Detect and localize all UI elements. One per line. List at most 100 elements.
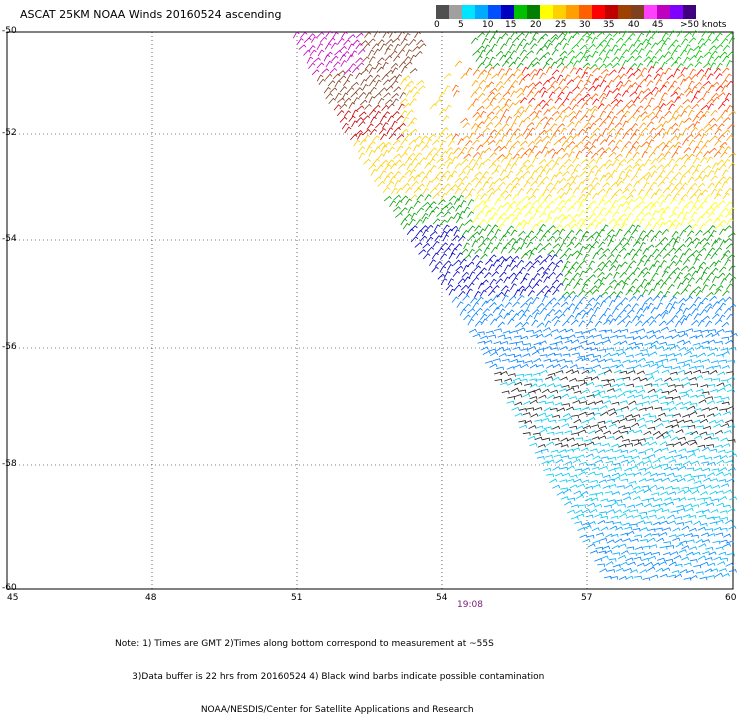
wind-barb bbox=[666, 74, 675, 81]
wind-barb bbox=[660, 431, 669, 436]
wind-barb bbox=[684, 388, 693, 394]
wind-barb bbox=[567, 303, 575, 310]
wind-barb bbox=[595, 546, 604, 551]
wind-barb bbox=[715, 519, 724, 524]
wind-barb bbox=[480, 313, 488, 321]
wind-barb bbox=[514, 246, 522, 254]
wind-barb bbox=[303, 49, 311, 56]
wind-barb bbox=[683, 76, 692, 82]
wind-barb bbox=[486, 230, 494, 237]
wind-barb bbox=[528, 425, 537, 430]
wind-barb bbox=[510, 229, 518, 237]
wind-barb bbox=[695, 290, 703, 297]
wind-barb bbox=[383, 141, 392, 148]
wind-barb bbox=[663, 266, 671, 273]
wind-barb bbox=[548, 419, 557, 424]
wind-barb bbox=[632, 205, 640, 212]
wind-barb bbox=[618, 247, 627, 254]
wind-barb bbox=[505, 116, 513, 123]
wind-barb bbox=[567, 334, 576, 339]
wind-barb bbox=[472, 205, 480, 212]
wind-barb bbox=[721, 401, 730, 406]
wind-barb bbox=[705, 206, 714, 213]
wind-barb bbox=[655, 567, 664, 573]
wind-barb bbox=[585, 320, 594, 328]
wind-barb bbox=[662, 552, 671, 556]
wind-barb bbox=[440, 205, 449, 211]
map-frame bbox=[6, 31, 734, 590]
wind-barb bbox=[461, 175, 469, 183]
wind-barb bbox=[476, 144, 484, 151]
wind-barb bbox=[726, 371, 734, 375]
wind-barb bbox=[627, 459, 636, 465]
wind-barb bbox=[550, 328, 559, 333]
wind-barb bbox=[619, 417, 628, 422]
wind-barb bbox=[463, 276, 471, 283]
wind-barb bbox=[706, 433, 715, 437]
wind-barb bbox=[721, 336, 730, 341]
wind-barb bbox=[513, 68, 521, 76]
wind-barb bbox=[492, 306, 500, 314]
wind-barb bbox=[460, 73, 468, 80]
wind-barb bbox=[543, 313, 551, 321]
wind-barb bbox=[491, 169, 500, 175]
wind-barb bbox=[710, 478, 719, 482]
wind-barb bbox=[704, 485, 713, 490]
wind-barb bbox=[492, 30, 500, 37]
wind-barb bbox=[439, 219, 448, 226]
wind-barb bbox=[405, 186, 413, 194]
wind-barb bbox=[468, 132, 476, 140]
wind-barb bbox=[693, 121, 701, 128]
wind-barb bbox=[510, 358, 519, 363]
wind-barb bbox=[534, 81, 543, 87]
wind-barb bbox=[661, 228, 670, 235]
wind-barb bbox=[600, 456, 609, 460]
wind-barb bbox=[649, 484, 658, 490]
wind-barb bbox=[374, 62, 382, 70]
wind-barb bbox=[564, 158, 572, 165]
wind-barb bbox=[686, 48, 694, 55]
wind-barb bbox=[482, 350, 491, 355]
wind-barb bbox=[561, 393, 570, 398]
wind-barb bbox=[652, 551, 661, 556]
wind-barb bbox=[347, 54, 354, 62]
wind-barb bbox=[645, 419, 654, 424]
wind-barb bbox=[526, 330, 534, 334]
wind-barb bbox=[634, 158, 642, 165]
wind-barb bbox=[500, 73, 507, 80]
wind-barb bbox=[400, 138, 408, 146]
wind-barb bbox=[341, 31, 348, 39]
wind-barb bbox=[379, 87, 387, 94]
wind-barb bbox=[559, 242, 567, 249]
wind-barb bbox=[643, 471, 652, 476]
wind-barb bbox=[648, 288, 655, 296]
wind-barb bbox=[640, 515, 649, 520]
wind-barb bbox=[693, 564, 702, 569]
wind-barb bbox=[531, 57, 539, 64]
wind-barb bbox=[524, 133, 533, 140]
wind-barb bbox=[662, 163, 671, 170]
wind-barb bbox=[486, 242, 494, 249]
wind-barb bbox=[661, 32, 669, 40]
wind-barb bbox=[336, 110, 345, 117]
wind-barb bbox=[691, 86, 698, 94]
wind-barb bbox=[713, 412, 722, 418]
wind-barb bbox=[562, 42, 569, 50]
wind-barb bbox=[654, 253, 662, 261]
wind-barb bbox=[553, 86, 562, 92]
wind-barb bbox=[556, 282, 564, 290]
wind-barb bbox=[659, 520, 669, 525]
wind-barb bbox=[487, 139, 496, 146]
wind-barb bbox=[368, 141, 376, 148]
wind-barb bbox=[674, 247, 682, 255]
wind-barb bbox=[670, 436, 679, 441]
wind-barb bbox=[578, 289, 586, 296]
wind-barb bbox=[517, 188, 525, 195]
wind-barb bbox=[520, 363, 529, 369]
wind-barb bbox=[488, 36, 496, 44]
wind-barb bbox=[474, 320, 483, 327]
wind-barb bbox=[562, 403, 570, 407]
wind-barb bbox=[468, 328, 477, 333]
wind-barb bbox=[573, 390, 582, 395]
wind-barb bbox=[582, 508, 591, 514]
